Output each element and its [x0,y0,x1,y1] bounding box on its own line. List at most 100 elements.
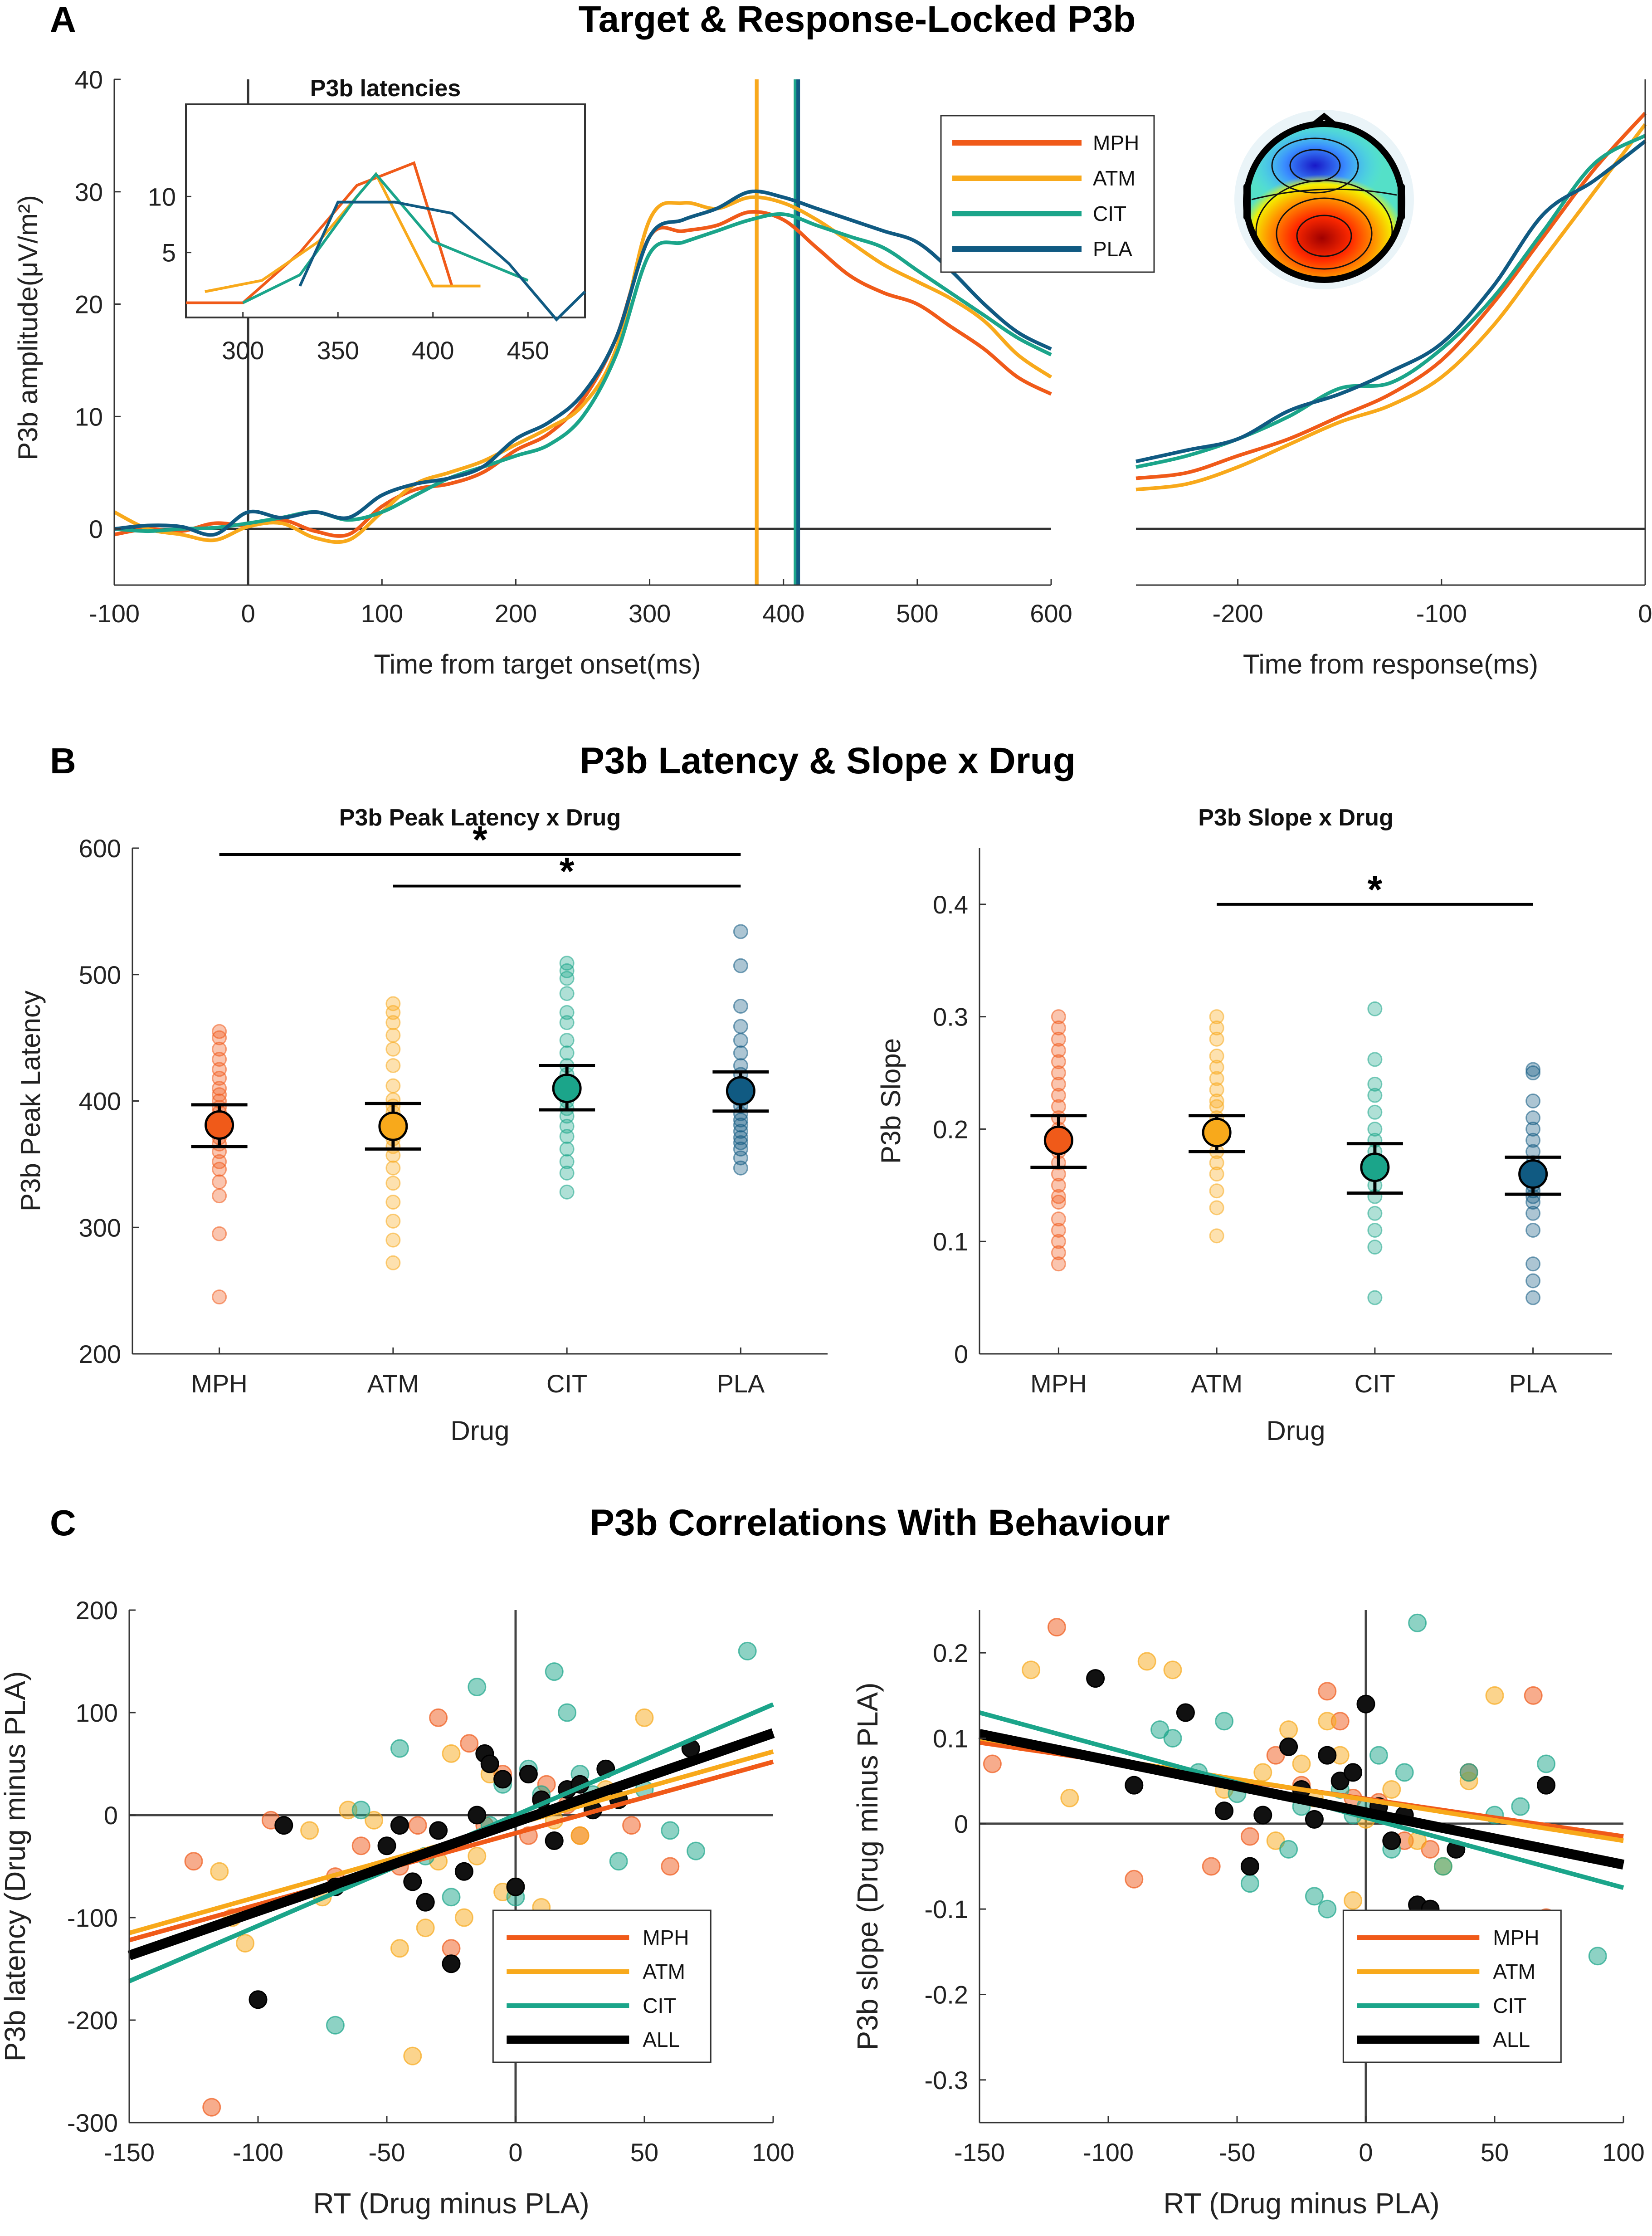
data-point [559,971,575,986]
series-line-atm [1135,123,1647,492]
data-point [1209,1059,1224,1075]
data-point-all [1330,1772,1350,1791]
data-point-all [519,1765,538,1784]
y-tick-label: 30 [75,178,103,206]
data-point [733,1019,748,1034]
data-point [1051,1099,1066,1114]
x-tick-label: MPH [1030,1369,1087,1398]
data-point [1051,1245,1066,1260]
inset-x-tick-label: 450 [507,336,549,365]
y-tick-label: -100 [67,1904,118,1932]
legend: MPH ATM CIT ALL [492,1909,711,2063]
plot-title: P3b Slope x Drug [1198,805,1394,831]
y-tick-label: 300 [79,1213,121,1242]
data-point [1051,1256,1066,1272]
data-point-atm [1292,1754,1311,1773]
data-point-all [1176,1703,1195,1722]
data-point-cit [442,1888,461,1907]
data-point [385,1058,401,1073]
significance-star: * [1368,868,1383,911]
y-tick-label: 20 [75,290,103,319]
y-axis-label: P3b amplitude(μV/m²) [13,195,43,460]
data-point-cit [661,1821,680,1840]
x-tick-label: 600 [1030,599,1072,628]
data-point [212,1062,227,1077]
data-point-cit [1215,1712,1234,1731]
data-point-all [468,1806,487,1825]
x-tick-label: -100 [1083,2138,1134,2167]
fit-line-all [127,1728,775,1961]
data-point [385,1160,401,1176]
y-axis-label: P3b latency (Drug minus PLA) [0,1671,31,2062]
data-point-all [1382,1831,1401,1850]
data-point [1209,1071,1224,1086]
data-point-all [429,1821,448,1840]
y-tick-label: -0.1 [925,1895,969,1924]
y-tick-label: 0 [89,515,103,543]
data-point [1525,1121,1541,1137]
slope-plot: P3b Slope x Drug * 0 0.1 0.2 0.3 0.4 MPH ATM CIT P… [876,805,1612,1446]
data-point [1525,1062,1541,1077]
data-point-all [545,1831,564,1850]
panel-title-a: Target & Response-Locked P3b [579,0,1136,40]
data-point [559,963,575,978]
data-point-atm [416,1919,435,1938]
data-point [733,1117,748,1133]
data-point-mph [442,1939,461,1958]
data-point-all [390,1816,409,1835]
y-tick-label: 0.4 [933,890,968,919]
mean-marker [1360,1152,1390,1182]
data-point-atm [236,1934,255,1953]
data-point [1209,1048,1224,1064]
data-point [1209,1031,1224,1047]
data-point-cit [1395,1763,1414,1782]
data-point [212,1188,227,1204]
data-point-mph [983,1754,1002,1773]
data-point-mph [622,1816,641,1835]
slope-corr-plot: -150 -100 -50 0 50 100 -0.3 -0.2 -0.1 0 0.1 0.2 RT (… [851,1610,1645,2220]
mean-marker [205,1110,234,1140]
data-point [1367,1240,1383,1255]
data-point [1525,1290,1541,1305]
data-point-atm [210,1862,229,1881]
x-tick-label: ATM [1191,1369,1243,1398]
peak-latency-plot: P3b Peak Latency x Drug**200300400500600… [15,805,828,1446]
data-point-mph [408,1816,427,1835]
y-axis-label: P3b Slope [876,1038,906,1164]
y-tick-label: 0.3 [933,1003,968,1031]
data-point [1209,1082,1224,1098]
data-point-all [1279,1737,1298,1756]
data-point [733,958,748,973]
data-point-all [493,1770,512,1789]
panel-letter-c: C [50,1503,76,1543]
y-tick-label: 10 [75,402,103,431]
data-point-mph [1266,1746,1285,1765]
data-point [212,1024,227,1039]
mean-marker [1518,1159,1548,1189]
inset-y-tick-label: 10 [148,182,176,211]
data-point [1051,1088,1066,1103]
data-point [1367,1104,1383,1120]
data-point-mph [1421,1840,1440,1859]
data-point [1367,1290,1383,1305]
legend-label-mph: MPH [1493,1926,1539,1949]
target-locked-plot: -100 0 100 200 300 400 500 600 0 10 20 30 40 Time fro… [13,65,1155,679]
data-point [559,1015,575,1030]
legend-label-atm: ATM [1093,166,1135,190]
inset-x-tick-label: 300 [222,336,264,365]
data-point-all [1318,1746,1337,1765]
data-point-atm [403,2046,422,2065]
data-point-mph [1240,1827,1259,1846]
fit-line-mph [128,1759,774,1943]
data-point-cit [351,1801,370,1820]
y-axis-label: P3b slope (Drug minus PLA) [851,1682,884,2050]
data-point [1051,1009,1066,1025]
data-point-all [249,1990,268,2009]
data-point-cit [687,1841,706,1860]
data-point-all [1086,1669,1105,1688]
data-point [559,1005,575,1020]
x-axis-label: Time from target onset(ms) [374,649,701,679]
y-tick-label: 40 [75,65,103,94]
x-tick-label: MPH [191,1369,247,1398]
data-point-cit [1305,1887,1324,1906]
